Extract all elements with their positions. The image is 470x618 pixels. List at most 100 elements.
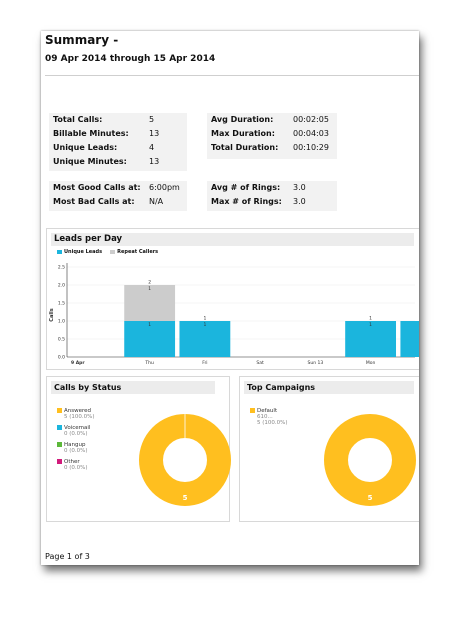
stat-value: 00:10:29 <box>293 143 329 152</box>
bar-value-label: 1 <box>369 322 372 328</box>
stat-row: Unique Minutes: 13 <box>53 157 193 171</box>
y-tick-label: 0.0 <box>58 355 65 361</box>
stat-value: 13 <box>149 129 160 138</box>
stat-label: Avg Duration: <box>211 115 274 124</box>
campaign-donut-ring <box>324 414 416 506</box>
status-swatch <box>57 425 62 430</box>
stat-row: Most Bad Calls at: N/A <box>53 197 193 211</box>
campaign-id: 610... <box>257 414 273 420</box>
stat-label: Total Duration: <box>211 143 279 152</box>
status-name: Hangup <box>64 442 86 448</box>
stat-row: Unique Leads: 4 <box>53 143 193 157</box>
status-item-other: Other 0 (0.0%) <box>57 459 95 471</box>
y-tick-label: 1.5 <box>58 301 65 307</box>
stat-label: Billable Minutes: <box>53 129 129 138</box>
status-item-answered: Answered 5 (100.0%) <box>57 408 95 420</box>
date-range: 09 Apr 2014 through 15 Apr 2014 <box>45 54 216 64</box>
x-tick-label: 9 Apr <box>71 360 85 366</box>
y-tick-label: 2.0 <box>58 283 65 289</box>
stat-row: Most Good Calls at: 6:00pm <box>53 183 193 197</box>
campaign-name: Default <box>257 408 278 414</box>
status-name: Other <box>64 459 80 465</box>
bar-total-label: 2 <box>148 280 151 286</box>
stat-value: 13 <box>149 157 160 166</box>
stat-label: Max # of Rings: <box>211 197 282 206</box>
bar-segment <box>345 321 397 357</box>
campaign-swatch <box>250 408 255 413</box>
legend-label: Unique Leads <box>64 249 103 255</box>
stat-value: 4 <box>149 143 155 152</box>
bar-segment <box>179 321 231 357</box>
stat-value: 5 <box>149 115 155 124</box>
calls-right-block: Avg # of Rings: 3.0 Max # of Rings: 3.0 <box>207 181 337 211</box>
bar-value-label: 1 <box>148 322 151 328</box>
stat-label: Max Duration: <box>211 129 275 138</box>
legend-label: Repeat Callers <box>117 249 159 255</box>
stat-label: Most Good Calls at: <box>53 183 141 192</box>
stat-row: Avg # of Rings: 3.0 <box>211 183 351 197</box>
stat-value: 00:02:05 <box>293 115 329 124</box>
stat-row: Max # of Rings: 3.0 <box>211 197 351 211</box>
y-axis-title: Calls <box>49 308 55 321</box>
bar-total-label: 1 <box>203 316 206 322</box>
status-detail: 0 (0.0%) <box>64 448 88 454</box>
chart-legend: Unique Leads Repeat Callers <box>57 249 158 255</box>
status-name: Answered <box>64 408 92 414</box>
stat-row: Total Duration: 00:10:29 <box>211 143 351 157</box>
stat-row: Max Duration: 00:04:03 <box>211 129 351 143</box>
page-title: Summary - <box>45 33 119 47</box>
x-tick-label: Mon <box>366 360 376 366</box>
stat-row: Billable Minutes: 13 <box>53 129 193 143</box>
status-donut-label: 5 <box>183 494 188 502</box>
campaign-panel: Top Campaigns Default 610... 5 (100.0%) … <box>239 376 419 522</box>
status-swatch <box>57 459 62 464</box>
leads-chart-title: Leads per Day <box>51 233 414 246</box>
stat-value: 3.0 <box>293 197 306 206</box>
y-tick-label: 1.0 <box>58 319 65 325</box>
stat-row: Total Calls: 5 <box>53 115 193 129</box>
stat-label: Unique Leads: <box>53 143 118 152</box>
stat-value: N/A <box>149 197 164 206</box>
x-tick-label: Sat <box>256 360 264 366</box>
legend-item: Unique Leads <box>57 249 102 255</box>
campaign-panel-title: Top Campaigns <box>244 381 414 394</box>
x-tick-label: Fri <box>202 360 207 366</box>
status-detail: 0 (0.0%) <box>64 431 88 437</box>
campaign-legend: Default 610... 5 (100.0%) <box>250 408 288 431</box>
status-swatch <box>57 408 62 413</box>
stat-label: Avg # of Rings: <box>211 183 281 192</box>
y-tick-label: 0.5 <box>58 337 65 343</box>
stat-row: Avg Duration: 00:02:05 <box>211 115 351 129</box>
stat-value: 00:04:03 <box>293 129 329 138</box>
bar-segment <box>124 321 176 357</box>
legend-swatch <box>110 249 116 254</box>
stat-label: Total Calls: <box>53 115 103 124</box>
campaign-detail: 5 (100.0%) <box>257 420 288 426</box>
legend-item: Repeat Callers <box>110 249 158 255</box>
bar-total-label: 1 <box>369 316 372 322</box>
stat-label: Most Bad Calls at: <box>53 197 135 206</box>
campaign-donut-label: 5 <box>368 494 373 502</box>
stats-right-block: Avg Duration: 00:02:05 Max Duration: 00:… <box>207 113 337 159</box>
status-item-hangup: Hangup 0 (0.0%) <box>57 442 95 454</box>
bar-segment <box>400 321 419 357</box>
bar-value-label: 1 <box>148 286 151 292</box>
status-item-voicemail: Voicemail 0 (0.0%) <box>57 425 95 437</box>
status-legend: Answered 5 (100.0%) Voicemail 0 (0.0%) H… <box>57 408 95 476</box>
stats-left-block: Total Calls: 5 Billable Minutes: 13 Uniq… <box>49 113 187 171</box>
stat-label: Unique Minutes: <box>53 157 127 166</box>
status-panel: Calls by Status Answered 5 (100.0%) Voic… <box>46 376 231 522</box>
stat-value: 6:00pm <box>149 183 180 192</box>
status-swatch <box>57 442 62 447</box>
legend-swatch <box>57 249 62 254</box>
header-divider <box>45 75 419 76</box>
bar-value-label: 1 <box>203 322 206 328</box>
status-detail: 0 (0.0%) <box>64 465 88 471</box>
x-tick-label: Sun 13 <box>308 360 324 366</box>
status-donut-chart: 5 <box>139 414 231 506</box>
report-page: Summary - 09 Apr 2014 through 15 Apr 201… <box>41 31 419 565</box>
status-detail: 5 (100.0%) <box>64 414 95 420</box>
calls-left-block: Most Good Calls at: 6:00pm Most Bad Call… <box>49 181 187 211</box>
page-number: Page 1 of 3 <box>45 552 90 561</box>
